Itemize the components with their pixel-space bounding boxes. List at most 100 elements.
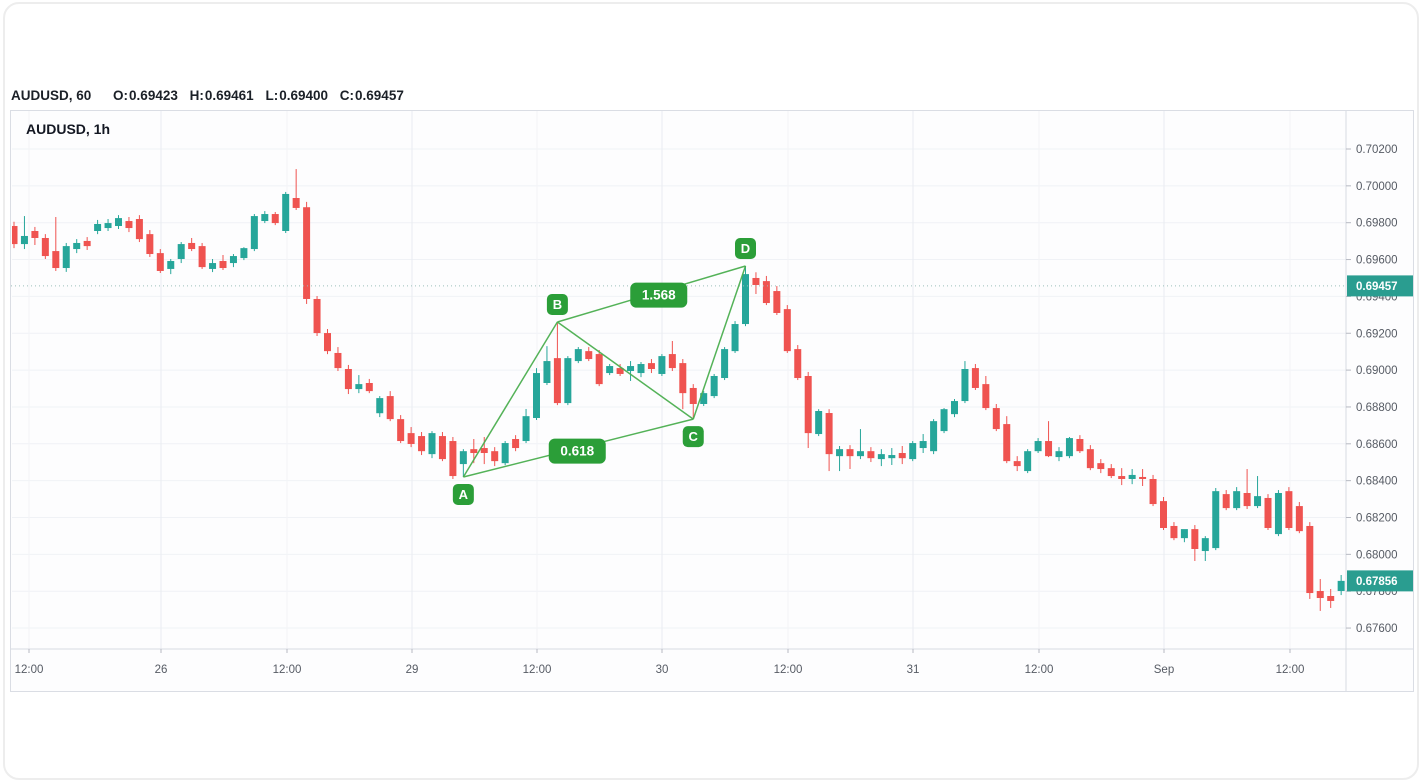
candle <box>679 359 687 410</box>
candle <box>1118 468 1126 486</box>
time-tick-label: 31 <box>907 664 920 676</box>
pattern-point-label-C[interactable]: C <box>682 426 704 448</box>
candle <box>1128 469 1136 485</box>
candle <box>1264 494 1272 531</box>
candle <box>721 347 729 381</box>
time-axis-labels[interactable]: 12:00 26 12:00 29 12:00 30 12:00 31 12:00 Sep 12:0… <box>15 649 1305 676</box>
candle <box>1254 476 1262 509</box>
candle <box>1086 445 1094 471</box>
time-tick-label: 26 <box>155 664 168 676</box>
candle <box>418 432 426 456</box>
candle <box>94 219 102 235</box>
svg-text:0.67856: 0.67856 <box>1356 576 1398 588</box>
pattern-ratio-label-0.618[interactable]: 0.618 <box>548 438 606 464</box>
candle <box>825 409 833 472</box>
candle <box>700 391 708 407</box>
price-tick-label: 0.68400 <box>1356 476 1398 488</box>
candle <box>135 215 143 243</box>
candle <box>877 449 885 467</box>
candle <box>397 415 405 444</box>
candle <box>1285 487 1293 531</box>
candle <box>1201 536 1209 561</box>
candle <box>250 214 258 252</box>
candle <box>73 239 81 254</box>
symbol-title: AUDUSD, 60 <box>11 88 92 103</box>
candle <box>1337 574 1345 596</box>
candle <box>1222 490 1230 511</box>
candle <box>12 221 18 249</box>
pattern-line-CD[interactable] <box>692 265 747 420</box>
price-tick-label: 0.68000 <box>1356 549 1398 561</box>
candle <box>951 399 958 418</box>
plot-background[interactable] <box>11 111 1346 649</box>
candle <box>1139 469 1147 486</box>
price-tick-label: 0.69800 <box>1356 218 1398 230</box>
open-label: O: <box>113 88 129 103</box>
time-tick-label: 29 <box>406 664 419 676</box>
candle <box>438 432 446 462</box>
price-tick-label: 0.68800 <box>1356 402 1398 414</box>
candle <box>804 371 812 449</box>
candle <box>334 347 342 372</box>
candle <box>1180 529 1188 543</box>
candle <box>62 242 70 272</box>
svg-text:0.618: 0.618 <box>560 444 594 459</box>
abcd-pattern[interactable]: 0.618 1.568 A B C D <box>452 237 756 505</box>
candle <box>543 346 551 386</box>
svg-text:1.568: 1.568 <box>642 288 676 303</box>
candle <box>647 359 655 374</box>
price-tick-label: 0.69000 <box>1356 365 1398 377</box>
high-label: H: <box>189 88 204 103</box>
pattern-line-BC[interactable] <box>556 321 694 420</box>
time-tick-label: 12:00 <box>273 664 302 676</box>
candle <box>125 216 133 233</box>
candle <box>313 296 321 337</box>
svg-text:B: B <box>553 297 562 312</box>
chart-symbol-timeframe-label: AUDUSD, 1h <box>26 121 111 137</box>
candle <box>992 404 1000 432</box>
candle <box>271 212 279 226</box>
candle <box>1065 436 1073 459</box>
price-tick-label: 0.68600 <box>1356 439 1398 451</box>
candlestick-chart[interactable]: 0.618 1.568 A B C D 0.70200 0.70000 0.69800 0.696… <box>11 111 1413 691</box>
candle <box>553 322 561 406</box>
high-value: 0.69461 <box>204 88 254 103</box>
candle <box>961 361 969 404</box>
candle <box>355 375 363 394</box>
candle <box>919 434 927 454</box>
price-tick-label: 0.68200 <box>1356 513 1398 525</box>
candle <box>836 446 844 472</box>
candle <box>20 216 28 250</box>
pattern-point-label-A[interactable]: A <box>452 483 474 505</box>
candle <box>512 435 520 452</box>
svg-text:0.69457: 0.69457 <box>1356 281 1398 293</box>
svg-text:D: D <box>741 241 750 256</box>
time-tick-label: 12:00 <box>1025 664 1054 676</box>
pattern-point-label-D[interactable]: D <box>735 237 756 259</box>
candle <box>209 258 217 273</box>
candle <box>637 361 645 378</box>
candle <box>982 375 990 411</box>
pattern-ratio-label-1.568[interactable]: 1.568 <box>630 282 688 308</box>
candle <box>52 216 60 271</box>
candle <box>428 431 436 459</box>
candle <box>1170 522 1178 541</box>
candle <box>365 378 373 394</box>
svg-text:A: A <box>459 487 469 502</box>
candle <box>522 408 530 444</box>
candle <box>574 347 582 364</box>
chart-panel[interactable]: AUDUSD, 1h 0.618 1.568 A B C D 0.70200 0.70000 0… <box>10 110 1414 692</box>
candle <box>188 237 196 252</box>
price-axis-labels[interactable]: 0.702000.700000.698000.696000.694000.692… <box>1346 144 1398 635</box>
pattern-line-AB[interactable] <box>462 321 559 478</box>
candle <box>261 211 269 224</box>
last-price-tag: 0.67856 <box>1347 570 1413 592</box>
candle <box>1316 579 1324 611</box>
candle <box>115 215 122 229</box>
close-label: C: <box>339 88 355 103</box>
candle <box>773 286 781 316</box>
candle <box>491 447 499 467</box>
candle <box>1327 588 1335 608</box>
pattern-point-label-B[interactable]: B <box>546 294 568 316</box>
candle <box>909 441 917 462</box>
